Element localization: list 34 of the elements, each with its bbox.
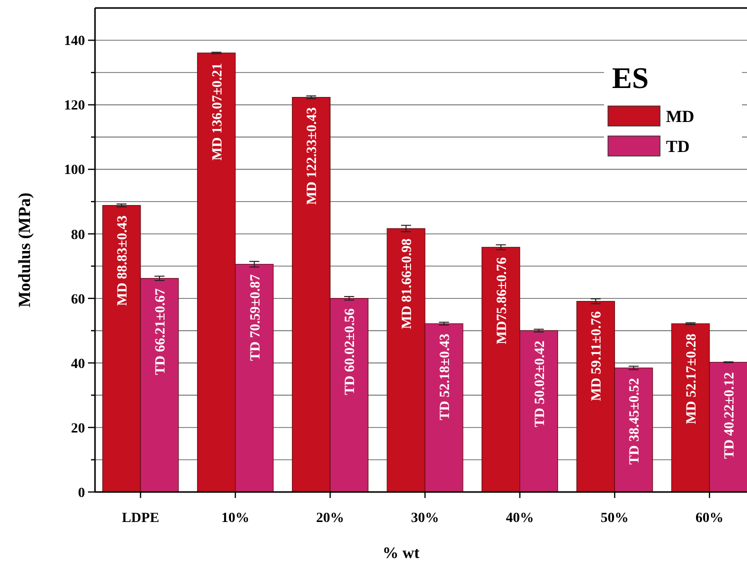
data-label: TD 52.18±0.43 <box>438 334 453 420</box>
data-label: MD 81.66±0.98 <box>400 238 416 330</box>
data-label: TD 50.02±0.42 <box>532 340 548 428</box>
x-tick-label: 30% <box>411 511 439 526</box>
y-tick-label: 0 <box>78 486 85 501</box>
legend-title: ES <box>612 62 649 95</box>
y-axis-title: Modulus (MPa) <box>15 192 34 308</box>
x-axis-title: % wt <box>382 545 420 562</box>
x-tick-label: 50% <box>600 511 629 526</box>
data-label: MD 59.11±0.76 <box>590 311 605 402</box>
data-label: TD 40.22±0.12 <box>722 372 738 459</box>
x-tick-label: 20% <box>316 511 344 526</box>
data-label: TD 66.21±0.67 <box>153 288 168 376</box>
y-tick-label: 120 <box>64 98 85 114</box>
y-tick-label: 140 <box>64 34 85 50</box>
x-tick-label: 10% <box>221 511 250 526</box>
data-label: MD 88.83±0.43 <box>116 215 131 306</box>
data-label: TD 38.45±0.52 <box>628 378 643 465</box>
data-label: MD75.86±0.76 <box>494 257 510 344</box>
data-label: MD 52.17±0.28 <box>684 334 700 424</box>
data-label: MD 122.33±0.43 <box>305 107 320 205</box>
legend-label: MD <box>666 106 694 126</box>
x-tick-label: 40% <box>506 511 534 526</box>
y-tick-label: 80 <box>71 228 85 243</box>
x-tick-label: LDPE <box>122 511 160 526</box>
x-tick-label: 60% <box>695 511 724 526</box>
y-tick-label: 60 <box>71 292 85 308</box>
y-tick-label: 100 <box>64 163 85 178</box>
y-tick-label: 40 <box>71 356 85 372</box>
y-tick-label: 20 <box>71 421 85 436</box>
data-label: MD 136.07±0.21 <box>210 62 226 160</box>
legend-label: TD <box>666 136 690 156</box>
data-label: TD 60.02±0.56 <box>343 308 358 395</box>
data-label: TD 70.59±0.87 <box>248 274 264 361</box>
